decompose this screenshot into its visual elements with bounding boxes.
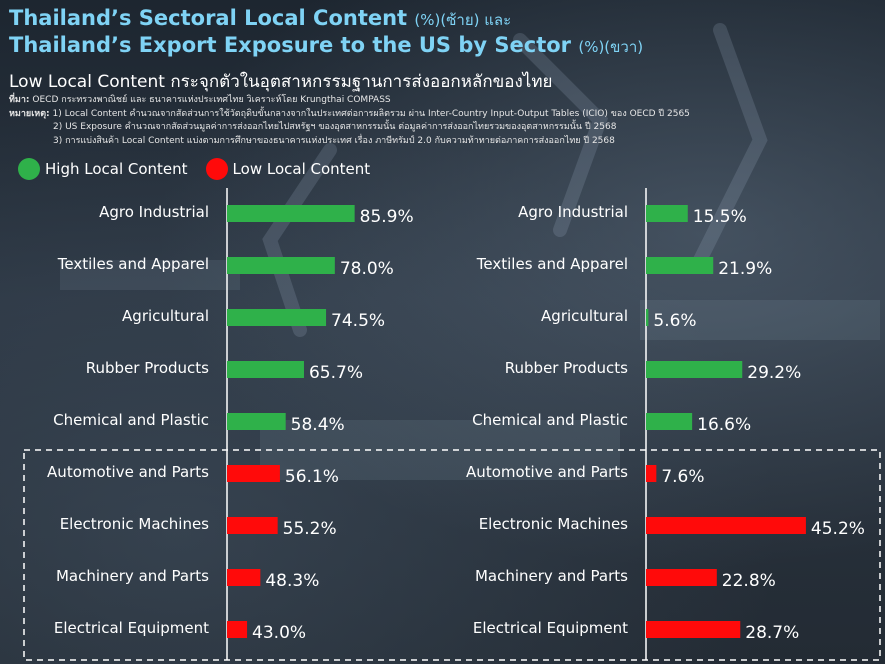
panel-2-value-label: 5.6%	[653, 311, 696, 331]
panel-2-bar	[646, 621, 741, 638]
chart-title-line-2: Thailand’s Export Exposure to the US by …	[9, 33, 644, 57]
panel-1-value-label: 56.1%	[285, 467, 339, 487]
source-notes: ที่มา: OECD กระทรวงพาณิชย์ และ ธนาคารแห่…	[9, 94, 690, 148]
legend-low-marker	[205, 158, 228, 180]
panel-1-category-label: Machinery and Parts	[56, 567, 209, 585]
legend-high-label: High Local Content	[45, 160, 188, 178]
panel-1-value-label: 78.0%	[340, 259, 394, 279]
panel-2-value-label: 7.6%	[661, 467, 704, 487]
panel-2-category-label: Machinery and Parts	[475, 567, 628, 585]
panel-1-bar	[227, 361, 304, 378]
chart-title-line-1-suffix: (%)(ซ้าย) และ	[414, 11, 512, 29]
remark-1: 1) Local Content คำนวณจากสัดส่วนการใช้วั…	[52, 108, 690, 119]
source-label: ที่มา:	[9, 95, 30, 105]
legend: High Local Content Low Local Content	[18, 158, 388, 180]
panel-1-bar	[227, 569, 261, 586]
panel-2-value-label: 45.2%	[811, 519, 865, 539]
panel-1-category-label: Electrical Equipment	[54, 619, 209, 637]
panel-2-value-label: 22.8%	[722, 571, 776, 591]
panel-2-bar	[646, 569, 717, 586]
panel-1-value-label: 48.3%	[265, 571, 319, 591]
panel-2-category-label: Agricultural	[541, 307, 628, 325]
panel-2-bar	[646, 309, 649, 326]
panel-1-category-label: Agricultural	[122, 307, 209, 325]
panel-2-bar	[646, 205, 688, 222]
low-content-highlight-frame	[23, 449, 881, 661]
panel-1-bar	[227, 205, 355, 222]
panel-2-bar	[646, 413, 693, 430]
legend-high-marker	[18, 158, 40, 180]
panel-1-value-label: 43.0%	[252, 623, 306, 643]
panel-2-category-label: Agro Industrial	[518, 203, 628, 221]
panel-2-category-label: Automotive and Parts	[466, 463, 628, 481]
panel-1-bar	[227, 309, 327, 326]
panel-2-category-label: Electrical Equipment	[473, 619, 628, 637]
panel-1-category-label: Automotive and Parts	[47, 463, 209, 481]
remark-label: หมายเหตุ:	[9, 108, 50, 119]
chart-subtitle: Low Local Content กระจุกตัวในอุตสาหกรรมฐ…	[9, 72, 553, 92]
panel-2-bar	[646, 361, 743, 378]
panel-1-bar	[227, 413, 286, 430]
remark-3: 3) การแบ่งสินค้า Local Content แบ่งตามกา…	[53, 135, 615, 146]
panel-2-category-label: Chemical and Plastic	[472, 411, 628, 429]
panel-1-bar	[227, 621, 248, 638]
panel-1-value-label: 74.5%	[331, 311, 385, 331]
chart-title-line-2-suffix: (%)(ขวา)	[578, 38, 644, 56]
panel-1-category-label: Rubber Products	[86, 359, 209, 377]
panel-1-bar	[227, 465, 280, 482]
panel-2-value-label: 28.7%	[745, 623, 799, 643]
panel-1-category-label: Agro Industrial	[99, 203, 209, 221]
panel-2-value-label: 15.5%	[693, 207, 747, 227]
panel-1-value-label: 65.7%	[309, 363, 363, 383]
panel-2-bar	[646, 517, 806, 534]
panel-1-category-label: Textiles and Apparel	[57, 255, 209, 273]
panel-2-value-label: 16.6%	[697, 415, 751, 435]
panel-1-category-label: Chemical and Plastic	[53, 411, 209, 429]
legend-low-label: Low Local Content	[232, 160, 371, 178]
panel-1-bar	[227, 517, 278, 534]
panel-2-category-label: Electronic Machines	[479, 515, 628, 533]
panel-1-category-label: Electronic Machines	[60, 515, 209, 533]
panel-2-category-label: Rubber Products	[505, 359, 628, 377]
panel-2-bar	[646, 257, 714, 274]
panel-2-value-label: 21.9%	[718, 259, 772, 279]
chart-title-line-1: Thailand’s Sectoral Local Content (%)(ซ้…	[9, 6, 512, 30]
source-text: OECD กระทรวงพาณิชย์ และ ธนาคารแห่งประเทศ…	[32, 95, 391, 105]
remark-2: 2) US Exposure คำนวณจากสัดส่วนมูลค่าการส…	[53, 122, 617, 132]
panel-1-value-label: 58.4%	[291, 415, 345, 435]
panel-1-value-label: 55.2%	[283, 519, 337, 539]
panel-2-value-label: 29.2%	[747, 363, 801, 383]
panel-2-bar	[646, 465, 657, 482]
panel-1-value-label: 85.9%	[360, 207, 414, 227]
panel-1-bar	[227, 257, 335, 274]
panel-2-category-label: Textiles and Apparel	[476, 255, 628, 273]
